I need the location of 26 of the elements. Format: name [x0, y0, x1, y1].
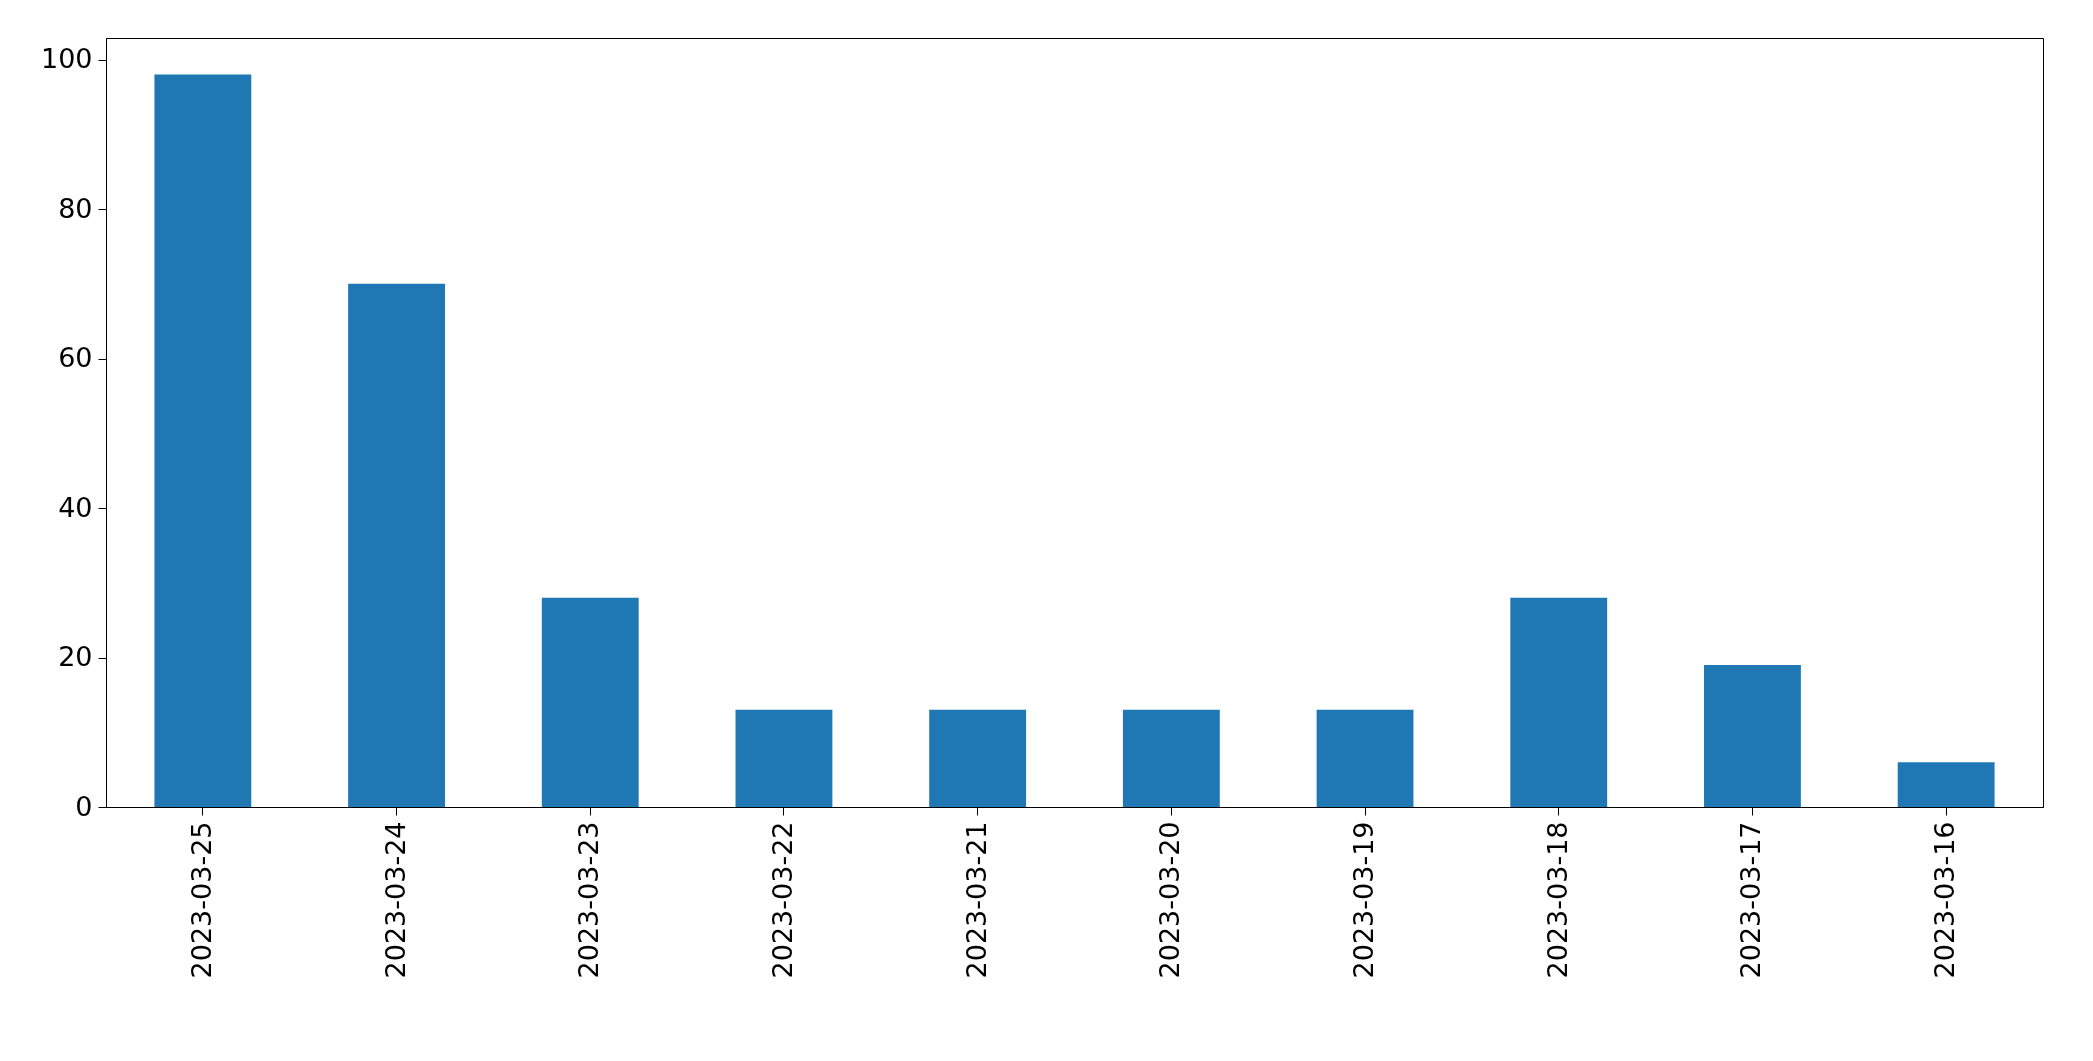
y-tick-label: 80: [58, 192, 93, 224]
x-tick-label: 2023-03-21: [960, 821, 992, 979]
bar: [929, 709, 1027, 807]
bar: [348, 283, 445, 807]
bar: [1122, 709, 1220, 807]
x-tick-label: 2023-03-20: [1154, 821, 1186, 979]
x-tick-label: 2023-03-17: [1735, 821, 1767, 979]
x-tick-label: 2023-03-16: [1929, 821, 1961, 979]
bar: [735, 709, 833, 807]
bar: [541, 597, 639, 807]
bar: [1704, 665, 1801, 807]
x-tick-label: 2023-03-25: [185, 821, 217, 979]
y-tick-label: 20: [58, 641, 93, 673]
y-tick-label: 0: [75, 790, 93, 822]
x-tick-label: 2023-03-18: [1541, 821, 1573, 979]
bar: [154, 74, 252, 807]
x-tick-label: 2023-03-19: [1348, 821, 1380, 979]
x-tick-label: 2023-03-24: [379, 821, 411, 979]
bar: [1316, 709, 1414, 807]
y-tick-label: 100: [40, 43, 93, 75]
bar: [1510, 597, 1608, 807]
bar: [1897, 762, 1995, 807]
x-tick-label: 2023-03-23: [573, 821, 605, 979]
x-tick-label: 2023-03-22: [766, 821, 798, 979]
y-tick-label: 60: [58, 342, 93, 374]
y-tick-label: 40: [58, 491, 93, 523]
